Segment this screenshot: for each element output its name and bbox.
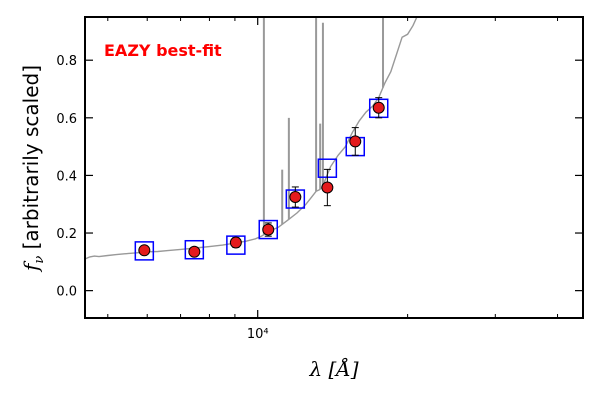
model-flux-square	[134, 241, 155, 261]
observed-flux-point	[349, 135, 362, 148]
annotation-label: EAZY best-fit	[104, 41, 222, 60]
y-axis-label: fν [arbitrarily scaled]	[19, 65, 47, 273]
y-tick-label: 0.8	[56, 54, 77, 69]
model-flux-square	[184, 239, 205, 260]
model-flux-square	[226, 235, 246, 255]
template-spectrum-line	[85, 17, 418, 260]
observed-flux-point	[289, 191, 302, 204]
plot-frame	[84, 16, 584, 319]
observed-flux-point	[229, 236, 242, 249]
x-tick-label: 10⁴	[247, 327, 269, 342]
observed-flux-point	[262, 223, 275, 236]
x-axis-label: λ [Å]	[308, 356, 358, 381]
y-tick-label: 0.0	[56, 285, 77, 300]
y-tick-label: 0.4	[56, 169, 77, 184]
observed-flux-point	[188, 245, 201, 258]
y-tick-label: 0.6	[56, 112, 77, 127]
observed-flux-point	[321, 181, 334, 194]
observed-flux-point	[138, 244, 151, 257]
observed-flux-point	[372, 101, 385, 114]
model-flux-square	[258, 219, 279, 240]
y-tick-label: 0.2	[56, 227, 77, 242]
